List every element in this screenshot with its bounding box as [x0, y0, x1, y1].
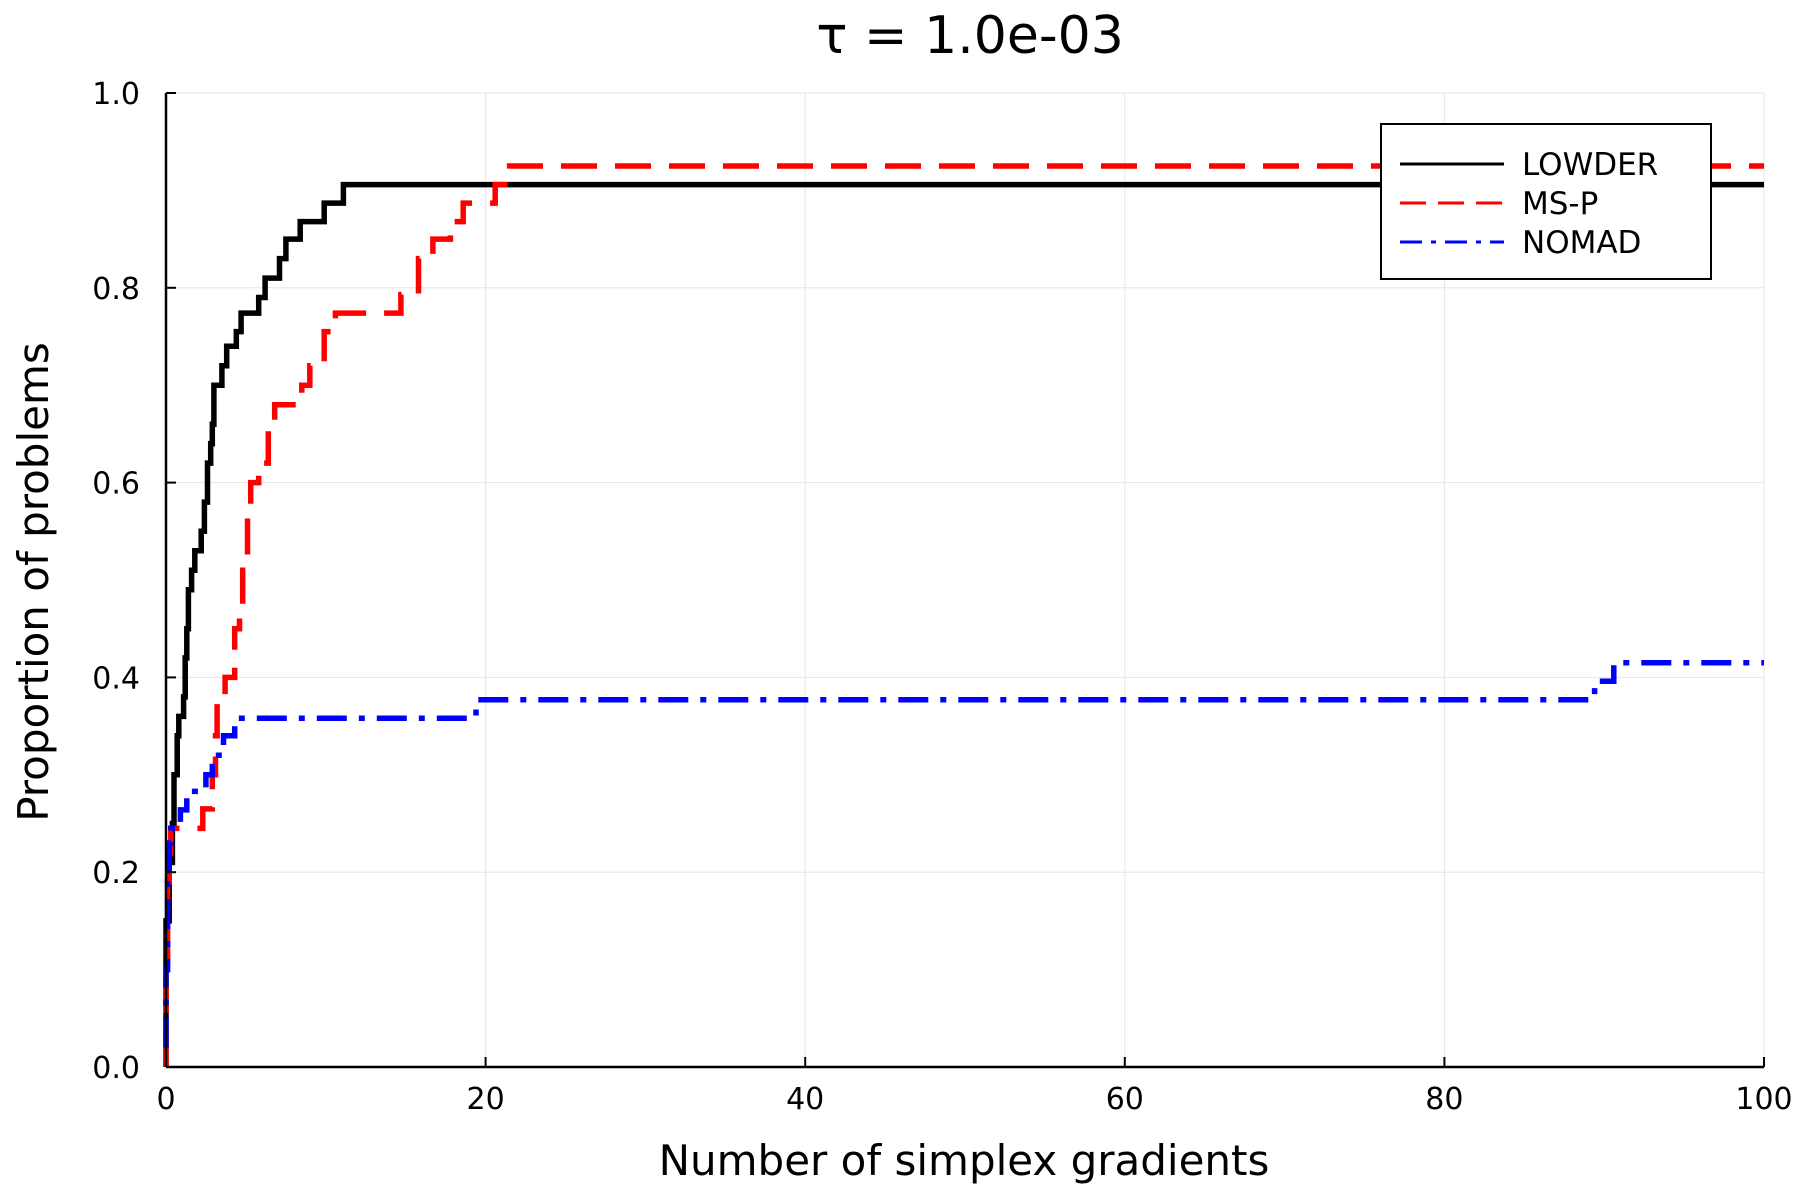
x-tick-label: 100	[1735, 1082, 1792, 1117]
x-tick-label: 80	[1425, 1082, 1463, 1117]
x-tick-label: 20	[467, 1082, 505, 1117]
y-tick-label: 1.0	[92, 77, 140, 112]
x-tick-label: 0	[156, 1082, 175, 1117]
series-line-ms-p	[163, 163, 1764, 1067]
y-tick-label: 0.2	[92, 856, 140, 891]
legend-box	[1380, 123, 1712, 280]
legend-label-nomad: NOMAD	[1522, 225, 1641, 261]
x-axis-label: Number of simplex gradients	[659, 1136, 1270, 1185]
y-axis-label: Proportion of problems	[9, 342, 58, 822]
y-tick-label: 0.8	[92, 272, 140, 307]
ticks: 0 20 40 60 80 100 0.0 0.2 0.4 0.6 0.8 1.0	[92, 77, 1792, 1117]
legend-label-ms-p: MS-P	[1522, 186, 1598, 222]
series-layer	[163, 163, 1764, 1067]
axes	[164, 93, 1764, 1069]
x-tick-label: 40	[786, 1082, 824, 1117]
y-tick-label: 0.4	[92, 661, 140, 696]
y-tick-label: 0.0	[92, 1051, 140, 1086]
legend: LOWDER MS-P NOMAD	[1380, 123, 1712, 280]
y-tick-label: 0.6	[92, 467, 140, 502]
series-line-lowder	[163, 181, 1764, 1067]
chart-title: τ = 1.0e-03	[816, 6, 1124, 66]
series-line-nomad	[163, 660, 1764, 1048]
x-tick-label: 60	[1106, 1082, 1144, 1117]
legend-label-lowder: LOWDER	[1522, 147, 1658, 183]
